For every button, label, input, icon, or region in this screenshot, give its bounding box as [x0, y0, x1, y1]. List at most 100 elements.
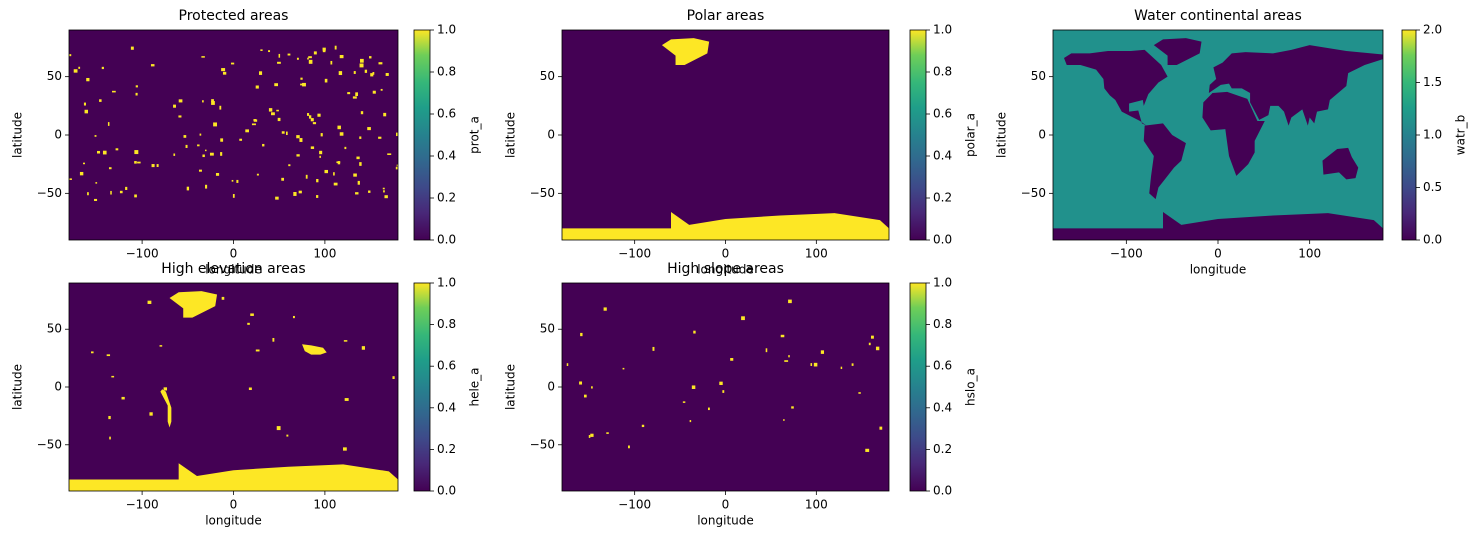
chart-title: Water continental areas: [1134, 8, 1302, 24]
y-tick-label: 0: [54, 380, 62, 394]
colorbar-tick-label: 0.5: [1423, 180, 1442, 194]
colorbar-tick-label: 0.8: [933, 317, 952, 331]
map-speck: [372, 90, 376, 94]
map-speck: [317, 113, 321, 117]
map-speck: [299, 138, 303, 142]
map-speck: [339, 54, 344, 59]
colorbar-tick-label: 0.4: [933, 149, 952, 163]
map-speck: [603, 307, 607, 311]
map-speck: [272, 337, 275, 342]
map-speck: [288, 164, 291, 167]
map-speck: [319, 155, 321, 158]
map-speck: [367, 127, 371, 131]
map-speck: [173, 104, 176, 108]
map-speck: [274, 83, 279, 87]
map-speck: [106, 354, 111, 357]
colorbar-tick-label: 0.2: [933, 442, 952, 456]
map-speck: [310, 146, 315, 149]
map-speck: [213, 122, 218, 127]
map-speck: [383, 190, 385, 193]
map-image: [69, 30, 398, 240]
map-speck: [693, 330, 696, 334]
map-speck: [722, 390, 725, 393]
map-speck: [566, 363, 569, 366]
colorbar-tick-label: 1.5: [1423, 75, 1442, 89]
map-speck: [310, 118, 314, 122]
map-speck: [355, 192, 359, 195]
map-speck: [352, 96, 357, 99]
map-region: [1064, 49, 1168, 126]
y-tick-label: 0: [54, 128, 62, 142]
colorbar-tick-label: 0.6: [437, 107, 456, 121]
map-speck: [320, 133, 323, 137]
map-speck: [383, 112, 387, 117]
map-speck: [159, 345, 163, 347]
y-tick-label: 0: [547, 380, 555, 394]
map-speck: [134, 150, 139, 155]
map-speck: [322, 47, 326, 51]
map-speck: [107, 122, 110, 126]
map-region: [562, 212, 889, 240]
map-speck: [73, 69, 78, 73]
map-speck: [84, 109, 89, 114]
map-speck: [211, 99, 214, 102]
map-speck: [296, 57, 299, 60]
map-speck: [588, 434, 591, 438]
colorbar-tick-label: 0.8: [933, 65, 952, 79]
map-speck: [69, 178, 72, 180]
x-tick-label: 0: [230, 498, 238, 512]
map-speck: [360, 58, 364, 63]
map-speck: [378, 62, 383, 65]
map-speck: [788, 355, 790, 358]
map-region: [302, 344, 327, 355]
y-axis-label: latitude: [504, 364, 518, 410]
colorbar-label: watr_b: [1454, 115, 1468, 155]
map-speck: [276, 426, 281, 431]
map-region: [160, 389, 172, 428]
map-speck: [285, 131, 288, 136]
x-tick-label: −100: [618, 247, 651, 261]
map-speck: [360, 111, 364, 115]
map-speck: [277, 61, 281, 64]
colorbar-tick-label: 0.0: [933, 484, 952, 498]
map-speck: [868, 342, 871, 346]
map-speck: [108, 415, 111, 420]
map-speck: [150, 64, 155, 67]
map-speck: [641, 424, 645, 428]
x-tick-label: 0: [1214, 247, 1222, 261]
map-image: [562, 283, 889, 491]
map-speck: [183, 135, 187, 138]
map-speck: [149, 412, 153, 416]
colorbar-label: prot_a: [468, 116, 482, 154]
chart-title: Polar areas: [687, 8, 765, 24]
map-speck: [83, 162, 85, 165]
map-speck: [215, 173, 220, 176]
map-speck: [292, 315, 295, 319]
map-speck: [287, 53, 291, 56]
map-region: [1153, 38, 1202, 65]
map-speck: [343, 340, 348, 342]
map-speck: [151, 164, 155, 168]
x-tick-label: −100: [1110, 247, 1143, 261]
map-speck: [865, 448, 870, 452]
map-speck: [396, 164, 398, 167]
map-speck: [312, 122, 317, 125]
map-speck: [361, 346, 365, 350]
map-region: [169, 291, 218, 318]
map-speck: [221, 296, 225, 300]
map-speck: [101, 66, 104, 70]
x-tick-label: 0: [230, 247, 238, 261]
map-speck: [324, 78, 328, 83]
map-speck: [788, 299, 792, 304]
map-speck: [689, 420, 692, 423]
map-speck: [135, 92, 138, 96]
map-speck: [281, 131, 285, 134]
map-speck: [353, 173, 357, 177]
map-speck: [262, 143, 265, 147]
map-speck: [364, 69, 368, 73]
map-speck: [396, 132, 398, 137]
map-speck: [606, 432, 609, 434]
map-speck: [209, 152, 214, 156]
map-speck: [78, 66, 81, 69]
y-tick-label: −50: [37, 437, 62, 451]
